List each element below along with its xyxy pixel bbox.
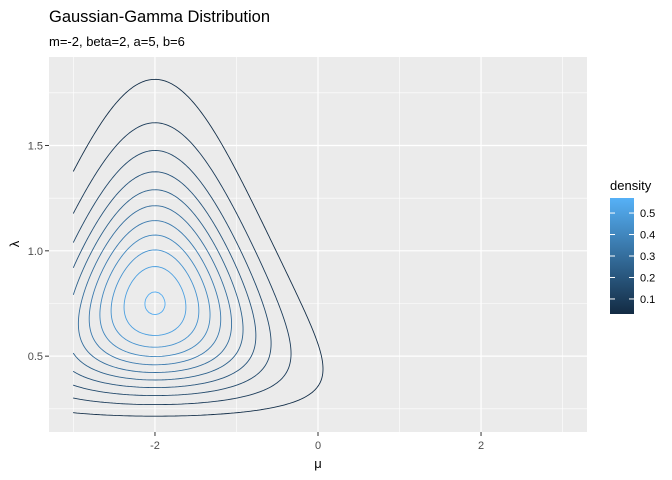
chart-subtitle: m=-2, beta=2, a=5, b=6: [49, 34, 185, 49]
y-axis: 0.5 1.0 1.5: [28, 140, 49, 363]
y-axis-label: λ: [7, 240, 22, 247]
contour-lines: [73, 78, 324, 417]
legend-tick-label: 0.1: [640, 294, 655, 306]
y-tick-label: 1.0: [28, 246, 43, 258]
x-tick-label: -2: [150, 440, 160, 452]
x-axis-label: μ: [314, 456, 322, 471]
legend-title: density: [610, 178, 652, 193]
contour-line: [99, 234, 211, 357]
grid-major: [49, 57, 587, 432]
contour-line: [88, 220, 222, 366]
contour-line: [73, 171, 257, 389]
y-tick-label: 0.5: [28, 351, 43, 363]
contour-line: [73, 149, 272, 397]
contour-line: [123, 266, 187, 336]
contour-line: [77, 205, 233, 373]
legend: density 0.1 0.2 0.3 0.4 0.5: [610, 178, 655, 314]
legend-tick-label: 0.5: [640, 208, 655, 220]
contour-line: [73, 189, 244, 381]
contour-line: [73, 78, 324, 417]
legend-ticks: 0.1 0.2 0.3 0.4 0.5: [610, 208, 655, 306]
legend-tick-label: 0.3: [640, 251, 655, 263]
x-tick-label: 0: [315, 440, 321, 452]
contour-line: [144, 291, 166, 315]
x-axis: -2 0 2: [150, 432, 484, 452]
y-tick-label: 1.5: [28, 140, 43, 152]
contour-line: [73, 122, 292, 406]
chart-title: Gaussian-Gamma Distribution: [49, 8, 270, 26]
legend-tick-label: 0.4: [640, 230, 655, 242]
contour-line: [110, 249, 200, 348]
x-tick-label: 2: [478, 440, 484, 452]
legend-tick-label: 0.2: [640, 272, 655, 284]
